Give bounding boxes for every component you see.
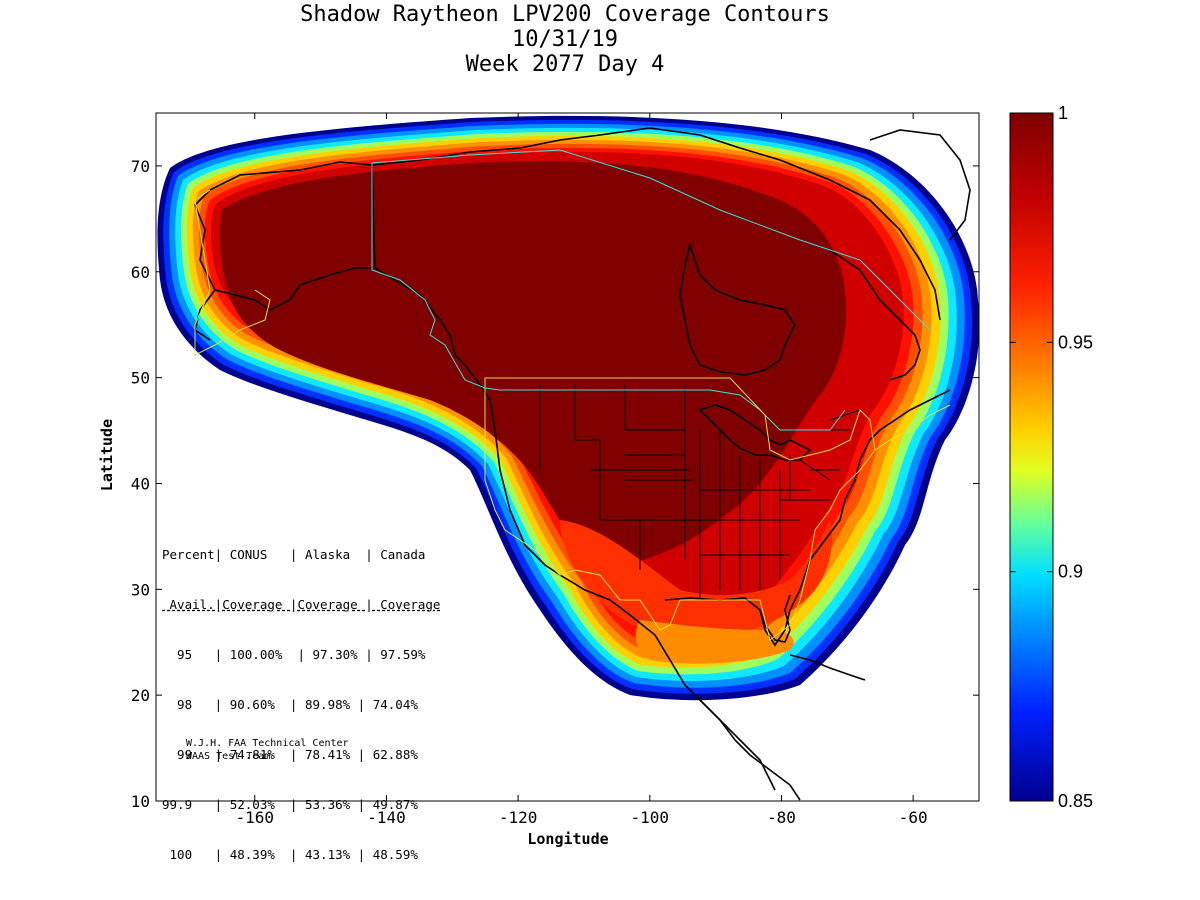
y-tick-label: 70 [131, 157, 150, 176]
x-tick-label: -100 [631, 808, 670, 827]
map-title: Shadow Raytheon LPV200 Coverage Contours [300, 2, 830, 27]
y-axis-title: Latitude [98, 419, 116, 491]
table-header-1: Percent| CONUS | Alaska | Canada [162, 547, 426, 562]
x-tick-label: -160 [235, 808, 274, 827]
table-row-100: 100 | 48.39% | 43.13% | 48.59% [162, 847, 418, 862]
plot-frame [155, 112, 980, 802]
map-date: 10/31/19 [512, 27, 618, 52]
y-ticks [156, 165, 979, 802]
x-tick-label: -80 [767, 808, 796, 827]
credit-line-2: WAAS Test Team [186, 751, 271, 762]
west-coast [464, 364, 561, 576]
state-borders [539, 385, 861, 600]
colorbar-tick-label: 0.85 [1058, 791, 1093, 811]
great-lakes [698, 404, 812, 461]
contour-gulf-orange [635, 620, 794, 664]
conus-boundary [484, 377, 876, 641]
y-tick-label: 40 [131, 474, 150, 493]
y-tick-label: 30 [131, 580, 150, 599]
colorbar-tick-label: 1 [1058, 103, 1068, 123]
region-boundaries [194, 149, 951, 641]
contour-gulf-band [560, 520, 832, 640]
alaska-west [194, 189, 372, 311]
table-row-999: 99.9 | 52.03% | 53.36% | 49.87% [162, 797, 418, 812]
y-tick-label: 50 [131, 369, 150, 388]
contour-100 [219, 161, 847, 564]
table-row-98: 98 | 90.60% | 89.98% | 74.04% [162, 697, 418, 712]
canada-east-boundary [874, 404, 951, 451]
canada-arctic [371, 127, 941, 321]
y-tick-label: 60 [131, 263, 150, 282]
state-lines-central [684, 385, 810, 600]
alaska-yellow-boundary [194, 189, 271, 356]
x-tick-label: -140 [367, 808, 406, 827]
labrador [829, 249, 921, 381]
alaska-coast [209, 161, 466, 366]
colorbar-tick-label: 0.95 [1058, 332, 1093, 352]
gulf-coast [664, 389, 951, 647]
x-tick-label: -60 [899, 808, 928, 827]
florida [759, 594, 791, 643]
coverage-table: Percent| CONUS | Alaska | Canada Avail.|… [162, 517, 440, 877]
x-axis-title: Longitude [527, 830, 608, 848]
state-lines-east [780, 409, 861, 501]
y-tick-label: 20 [131, 686, 150, 705]
canada-north-boundary [371, 149, 931, 331]
cuba [789, 654, 866, 681]
map-week-day: Week 2077 Day 4 [465, 52, 665, 77]
colorbar-tick-label: 0.9 [1058, 562, 1083, 582]
colorbar-ticks: 1 0.95 0.9 0.85 [1010, 103, 1093, 811]
colorbar [1009, 112, 1054, 802]
hudson-bay [679, 242, 796, 376]
table-header-2: Avail.|Coverage |Coverage | Coverage [162, 597, 441, 612]
x-tick-label: -120 [499, 808, 538, 827]
state-lines-west [539, 385, 700, 570]
credit-line-1: W.J.H. FAA Technical Center [186, 738, 349, 749]
mexico-coast [559, 574, 776, 791]
table-row-95: 95 | 100.00% | 97.30% | 97.59% [162, 647, 426, 662]
greenland [869, 129, 971, 241]
y-tick-labels: 10 20 30 40 50 60 70 [131, 157, 150, 811]
table-row-99: 99 | 74.81% | 78.41% | 62.88% [162, 747, 418, 762]
central-america [699, 699, 801, 801]
x-tick-labels: -160 -140 -120 -100 -80 -60 [235, 808, 927, 827]
y-tick-label: 10 [131, 792, 150, 811]
x-ticks [254, 113, 914, 801]
coastlines [194, 127, 971, 801]
